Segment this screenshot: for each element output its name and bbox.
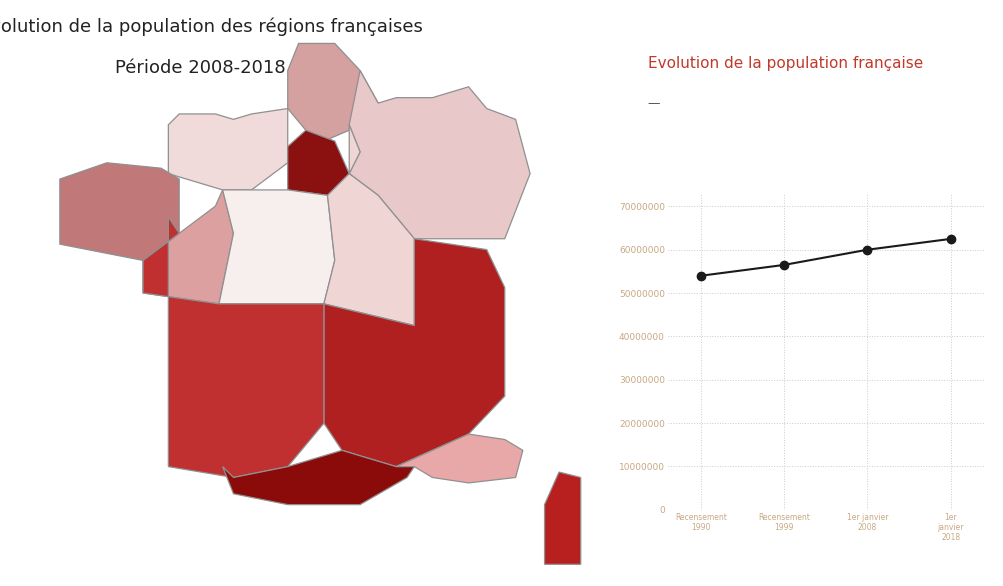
Polygon shape <box>142 190 234 304</box>
Polygon shape <box>396 434 523 483</box>
Text: Evolution de la population des régions françaises: Evolution de la population des régions f… <box>0 18 422 36</box>
Polygon shape <box>349 70 530 239</box>
Polygon shape <box>142 217 324 478</box>
Polygon shape <box>288 130 349 195</box>
Polygon shape <box>223 451 432 505</box>
Polygon shape <box>324 125 414 326</box>
Text: —: — <box>647 97 659 110</box>
Polygon shape <box>288 43 378 141</box>
Text: Evolution de la population française: Evolution de la population française <box>647 56 922 71</box>
Polygon shape <box>60 163 179 260</box>
Text: Période 2008-2018: Période 2008-2018 <box>115 59 286 77</box>
Polygon shape <box>169 108 288 190</box>
Polygon shape <box>219 190 334 304</box>
Polygon shape <box>544 472 580 564</box>
Polygon shape <box>324 239 505 466</box>
